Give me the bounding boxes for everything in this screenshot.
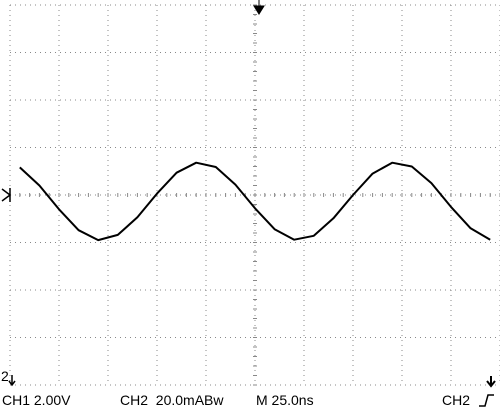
channel-ground-arrow — [8, 375, 16, 387]
timebase: M 25.0ns — [256, 392, 314, 408]
trigger-source: CH2 — [442, 392, 470, 408]
trigger-position-arrow — [253, 0, 265, 15]
graticule — [9, 4, 500, 386]
waveform — [19, 161, 491, 242]
trigger-slope-icon — [479, 394, 494, 407]
trigger-level-arrow — [486, 376, 496, 388]
channel-marker: 2 — [1, 368, 9, 384]
ch1-scale: CH1 2.00V — [2, 392, 71, 408]
level-marker — [1, 188, 12, 202]
ch2-scale: CH2 20.0mABw — [120, 392, 224, 408]
